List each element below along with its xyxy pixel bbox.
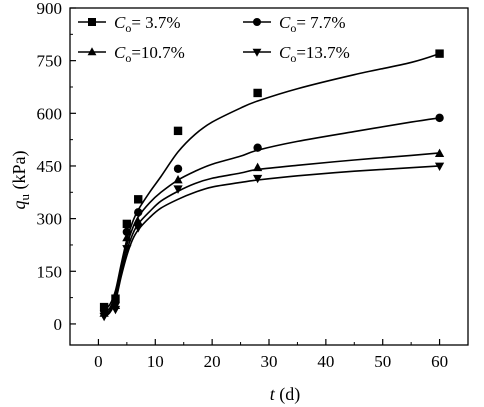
marker-triangle-up — [87, 47, 97, 56]
y-tick-label: 150 — [37, 262, 63, 281]
marker-square — [253, 88, 262, 98]
x-tick-label: 50 — [374, 352, 391, 371]
legend-label: Co=10.7% — [114, 43, 185, 65]
y-tick-label: 0 — [54, 315, 63, 334]
series-2 — [99, 113, 444, 315]
marker-triangle-down — [122, 245, 132, 254]
legend-label: Co=13.7% — [279, 43, 350, 65]
legend-item-3: Co=10.7% — [78, 43, 185, 65]
marker-triangle-up — [173, 174, 183, 184]
legend-item-2: Co= 7.7% — [243, 13, 346, 35]
x-tick-label: 30 — [261, 352, 278, 371]
y-tick-label: 900 — [37, 0, 63, 18]
fit-curve — [103, 117, 440, 314]
y-tick-label: 600 — [37, 104, 63, 123]
legend-label: Co= 3.7% — [114, 13, 181, 35]
marker-triangle-up — [133, 217, 143, 226]
marker-square — [134, 195, 143, 204]
y-tick-label: 300 — [37, 210, 63, 229]
legend: Co= 3.7% Co= 7.7% Co=10.7% Co=13.7% — [78, 13, 350, 65]
x-tick-label: 10 — [147, 352, 164, 371]
marker-square — [173, 126, 183, 136]
x-tick-label: 0 — [94, 352, 103, 371]
marker-circle — [435, 113, 444, 123]
marker-circle — [253, 143, 262, 152]
marker-circle — [134, 208, 143, 217]
marker-triangle-down — [252, 48, 262, 57]
x-tick-label: 20 — [204, 352, 221, 371]
marker-triangle-down — [253, 174, 263, 184]
x-tick-label: 40 — [317, 352, 334, 371]
series-3 — [99, 148, 445, 317]
marker-triangle-down — [110, 305, 121, 315]
marker-triangle-up — [122, 232, 132, 242]
series-layer — [99, 49, 445, 322]
fit-curve — [103, 52, 440, 311]
series-1 — [99, 49, 444, 312]
legend-item-4: Co=13.7% — [243, 43, 350, 65]
fit-curve — [103, 165, 440, 318]
y-tick-label: 450 — [37, 157, 63, 176]
y-axis-title: qu (kPa) — [9, 151, 32, 210]
marker-circle — [253, 18, 261, 26]
x-tick-label: 60 — [431, 352, 448, 371]
marker-triangle-down — [173, 185, 183, 194]
marker-square — [122, 219, 132, 229]
marker-circle — [173, 164, 183, 173]
legend-item-1: Co= 3.7% — [78, 13, 181, 35]
marker-triangle-down — [133, 224, 143, 233]
x-axis-title: t (d) — [270, 384, 301, 405]
marker-triangle-up — [434, 148, 445, 158]
marker-square — [435, 49, 444, 58]
marker-triangle-down — [434, 162, 445, 172]
marker-triangle-down — [99, 312, 109, 322]
series-4 — [99, 162, 445, 322]
marker-circle — [122, 227, 132, 237]
fit-curve — [103, 152, 440, 316]
marker-triangle-up — [253, 162, 263, 172]
y-tick-label: 750 — [37, 52, 63, 71]
marker-square — [88, 18, 96, 26]
legend-label: Co= 7.7% — [279, 13, 346, 35]
